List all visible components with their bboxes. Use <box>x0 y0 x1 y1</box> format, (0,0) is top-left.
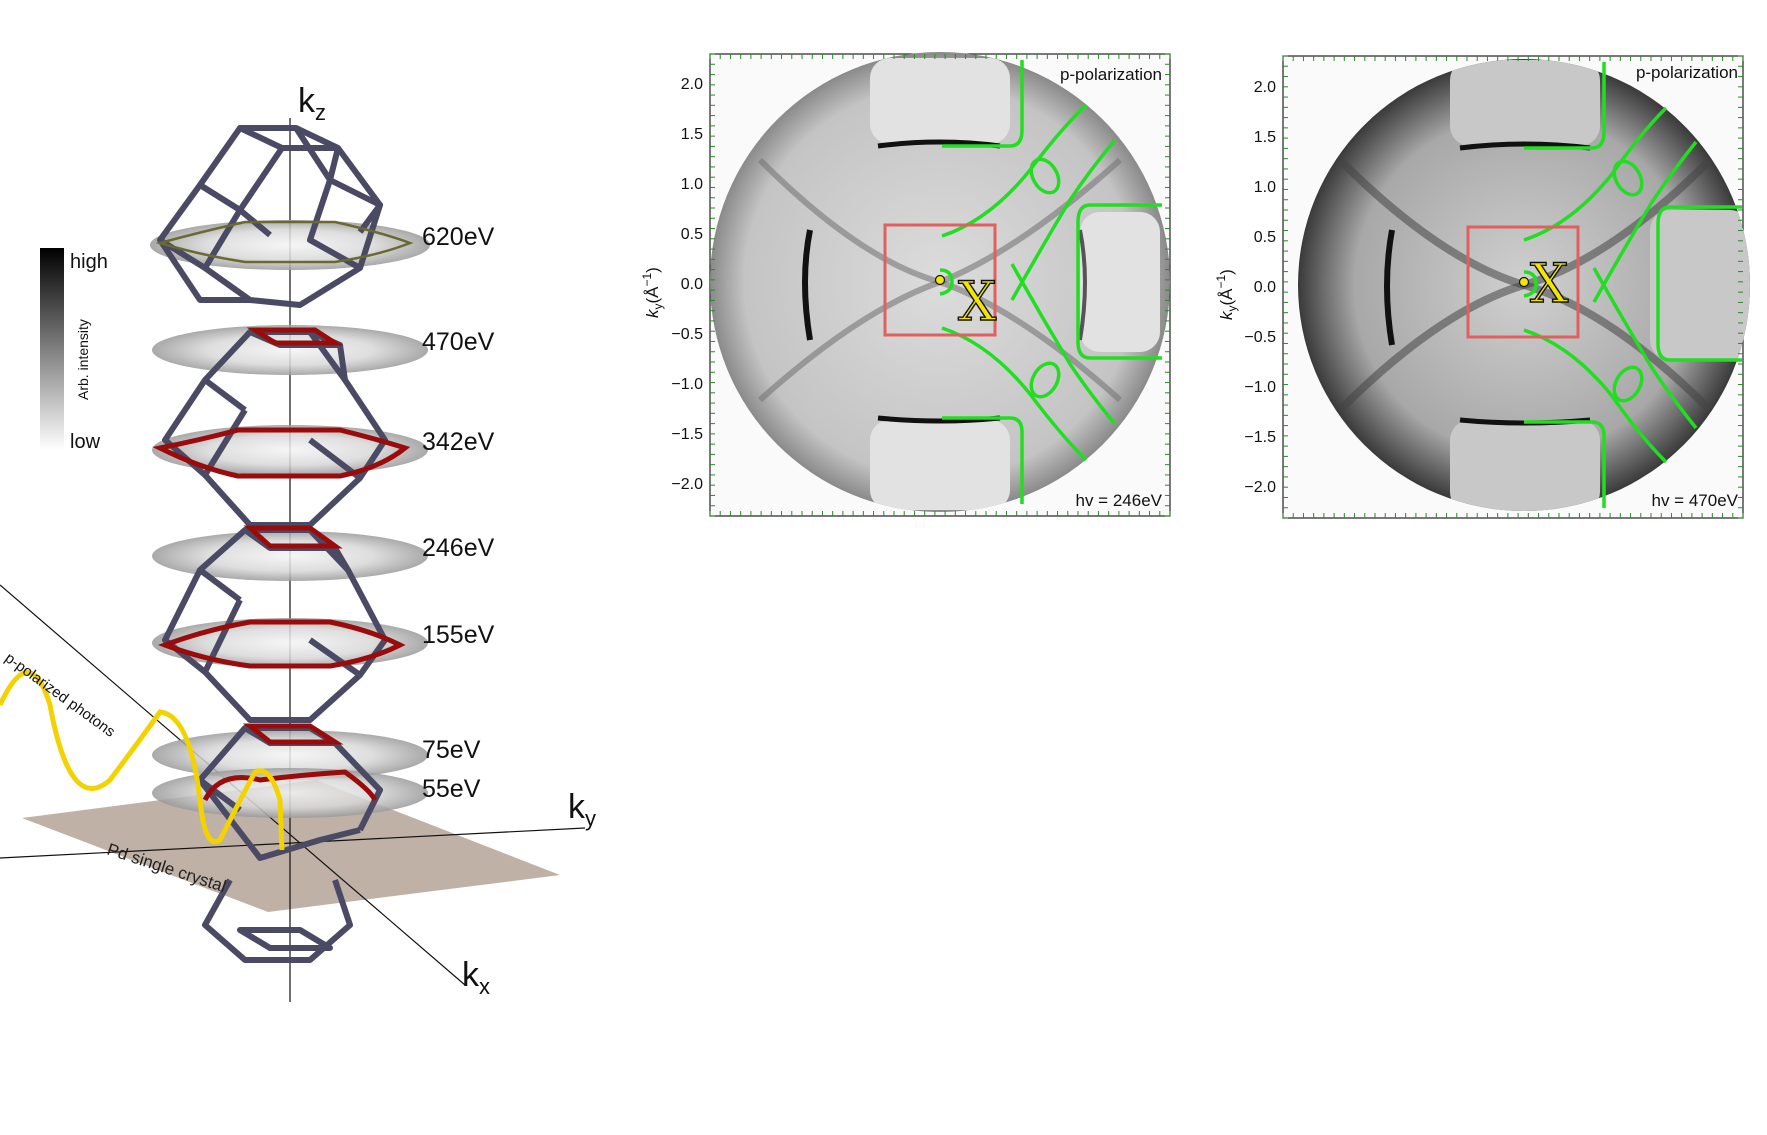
panel-1-ylabel: ky(Å−1) <box>640 267 665 318</box>
energy-label-470: 470eV <box>422 328 495 356</box>
panel-2-ylabel: ky(Å−1) <box>1214 269 1239 320</box>
panel-2-ytick: −1.0 <box>1244 379 1276 396</box>
panel-1-ytick: 1.5 <box>681 126 703 143</box>
panel-frame-ticks <box>709 53 1744 519</box>
panel-2-roi-box <box>1466 225 1580 339</box>
top-contour <box>155 220 414 264</box>
ky-axis <box>0 827 586 859</box>
energy-label-246: 246eV <box>422 534 495 562</box>
photons-label: p-polarized photons <box>2 649 119 740</box>
colorbar-label: Arb. intensity <box>75 319 91 400</box>
arpes-panel-2: X p-polarization hv = 470eV 2.0 1.5 1.0 … <box>1214 55 1750 519</box>
colorbar: high low Arb. intensity <box>40 248 108 453</box>
panel-1-ytick: 0.5 <box>681 226 703 243</box>
panel-2-ytick: 1.0 <box>1254 179 1276 196</box>
kz-label: kz <box>298 82 326 125</box>
panel-2-ytick: −1.5 <box>1244 429 1276 446</box>
panel-1-ytick: −0.5 <box>671 326 703 343</box>
ky-label: ky <box>568 788 596 831</box>
panel-2-ytick: 0.0 <box>1254 279 1276 296</box>
panel-1-x-label: X <box>958 270 997 333</box>
kx-label: kx <box>462 956 490 999</box>
panel-1-ytick: 0.0 <box>681 276 703 293</box>
energy-label-342: 342eV <box>422 428 495 456</box>
panel-2-ytick: 0.5 <box>1254 229 1276 246</box>
energy-label-620: 620eV <box>422 223 495 251</box>
panel-1-ytick: 2.0 <box>681 76 703 93</box>
colorbar-gradient <box>40 248 64 450</box>
panel-1-gamma-point <box>934 274 946 286</box>
panel-1-ytick: −1.5 <box>671 426 703 443</box>
panel-1-yticks: 2.0 1.5 1.0 0.5 0.0 −0.5 −1.0 −1.5 −2.0 <box>671 76 703 493</box>
panel-2-gamma-point <box>1518 276 1530 288</box>
arpes-panel-1: X p-polarization hv = 246eV 2.0 1.5 1.0 … <box>640 52 1171 517</box>
photon-wave <box>0 670 285 851</box>
brillouin-zone-diagram: kz ky kx 620eV 470eV 342eV 246eV 155eV 7… <box>0 82 596 1002</box>
colorbar-high: high <box>70 251 108 273</box>
panel-1-ytick: 1.0 <box>681 176 703 193</box>
panel-1-ytick: −1.0 <box>671 376 703 393</box>
panel-1-ytick: −2.0 <box>671 476 703 493</box>
energy-label-75: 75eV <box>422 736 481 764</box>
energy-label-155: 155eV <box>422 621 495 649</box>
panel-2-x-label: X <box>1530 252 1569 315</box>
brillouin-zone-frames <box>157 125 388 963</box>
panel-2-polarization: p-polarization <box>1636 63 1738 82</box>
panel-2-yticks: 2.0 1.5 1.0 0.5 0.0 −0.5 −1.0 −1.5 −2.0 <box>1244 79 1276 496</box>
panel-2-ytick: −0.5 <box>1244 329 1276 346</box>
energy-label-55: 55eV <box>422 775 481 803</box>
panel-1-roi-box <box>883 223 997 337</box>
panel-2-energy: hv = 470eV <box>1652 491 1739 510</box>
panel-1-energy: hv = 246eV <box>1076 491 1163 510</box>
panel-2-contours <box>1523 62 1742 508</box>
panel-1-polarization: p-polarization <box>1060 65 1162 84</box>
panel-2-ytick: 2.0 <box>1254 79 1276 96</box>
panel-2-ytick: −2.0 <box>1244 479 1276 496</box>
colorbar-low: low <box>70 431 101 453</box>
fermi-contours <box>152 327 411 802</box>
panel-2-ytick: 1.5 <box>1254 129 1276 146</box>
